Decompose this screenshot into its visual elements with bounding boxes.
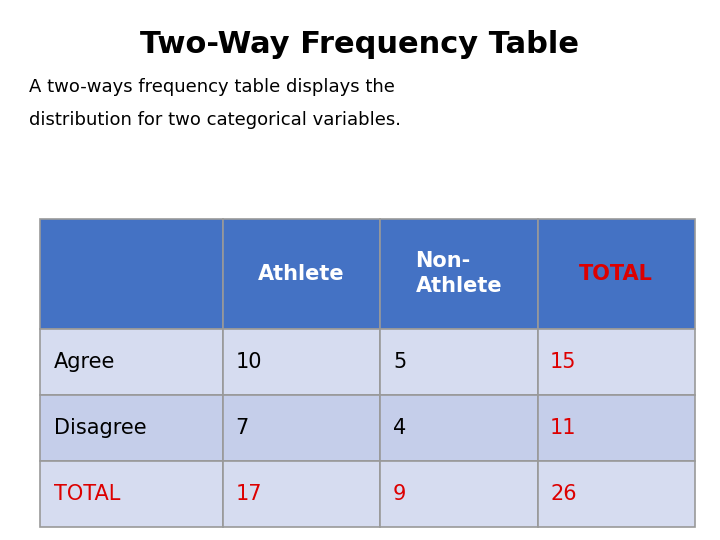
- Bar: [223, 395, 380, 461]
- Text: TOTAL: TOTAL: [579, 264, 653, 284]
- Text: distribution for two categorical variables.: distribution for two categorical variabl…: [29, 111, 401, 129]
- Text: Disagree: Disagree: [54, 418, 147, 438]
- Text: 15: 15: [550, 352, 577, 372]
- Bar: [40, 395, 223, 461]
- Text: A two-ways frequency table displays the: A two-ways frequency table displays the: [29, 78, 395, 96]
- Bar: [40, 461, 223, 526]
- Bar: [380, 219, 538, 329]
- Bar: [538, 461, 695, 526]
- Text: TOTAL: TOTAL: [54, 484, 121, 504]
- Text: 17: 17: [235, 484, 262, 504]
- Bar: [380, 329, 538, 395]
- Bar: [223, 461, 380, 526]
- Bar: [538, 395, 695, 461]
- Bar: [380, 461, 538, 526]
- Text: 9: 9: [393, 484, 406, 504]
- Text: 10: 10: [235, 352, 262, 372]
- Bar: [538, 219, 695, 329]
- Text: 5: 5: [393, 352, 406, 372]
- Bar: [223, 329, 380, 395]
- Bar: [223, 219, 380, 329]
- Text: 11: 11: [550, 418, 577, 438]
- Text: 26: 26: [550, 484, 577, 504]
- Bar: [538, 329, 695, 395]
- Bar: [40, 329, 223, 395]
- Text: Athlete: Athlete: [258, 264, 345, 284]
- Text: 7: 7: [235, 418, 249, 438]
- Text: 4: 4: [393, 418, 406, 438]
- Text: Non-
Athlete: Non- Athlete: [415, 252, 503, 296]
- Bar: [380, 395, 538, 461]
- Text: Agree: Agree: [54, 352, 116, 372]
- Text: Two-Way Frequency Table: Two-Way Frequency Table: [140, 30, 580, 59]
- Bar: [40, 219, 223, 329]
